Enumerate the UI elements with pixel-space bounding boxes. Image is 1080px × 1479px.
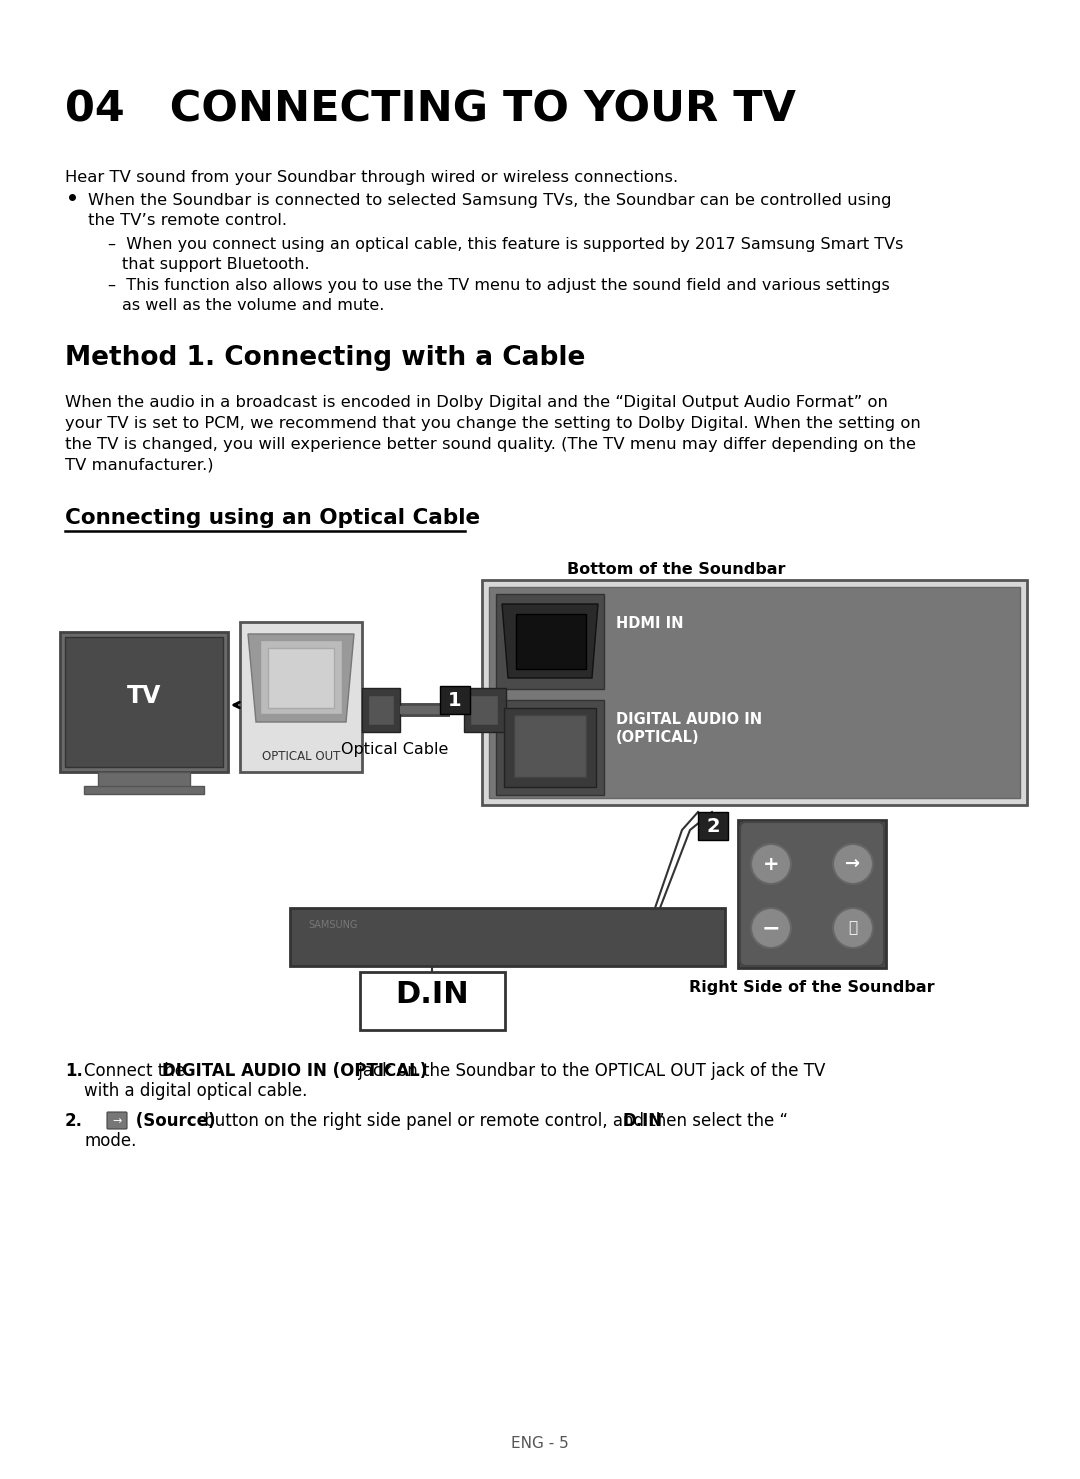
Circle shape bbox=[751, 845, 791, 884]
Text: HDMI IN: HDMI IN bbox=[616, 615, 684, 632]
Polygon shape bbox=[248, 634, 354, 722]
Polygon shape bbox=[502, 603, 598, 677]
Bar bbox=[464, 688, 507, 732]
Text: ”: ” bbox=[656, 1112, 664, 1130]
Bar bbox=[440, 686, 470, 714]
Bar bbox=[362, 688, 400, 732]
FancyBboxPatch shape bbox=[740, 822, 885, 966]
Text: D.IN: D.IN bbox=[623, 1112, 663, 1130]
FancyBboxPatch shape bbox=[107, 1112, 127, 1128]
Text: Bottom of the Soundbar: Bottom of the Soundbar bbox=[567, 562, 785, 577]
Text: →: → bbox=[112, 1117, 122, 1126]
Text: 04   CONNECTING TO YOUR TV: 04 CONNECTING TO YOUR TV bbox=[65, 87, 796, 130]
Bar bbox=[268, 648, 334, 708]
Bar bbox=[360, 972, 505, 1029]
Text: DIGITAL AUDIO IN: DIGITAL AUDIO IN bbox=[616, 711, 762, 728]
Bar bbox=[514, 714, 586, 776]
Circle shape bbox=[751, 908, 791, 948]
Text: –  This function also allows you to use the TV menu to adjust the sound field an: – This function also allows you to use t… bbox=[108, 278, 890, 293]
Bar bbox=[368, 695, 394, 725]
Text: TV: TV bbox=[126, 683, 161, 708]
Text: −: − bbox=[761, 918, 781, 938]
Text: 1: 1 bbox=[448, 691, 462, 710]
Bar bbox=[496, 700, 604, 796]
Text: Hear TV sound from your Soundbar through wired or wireless connections.: Hear TV sound from your Soundbar through… bbox=[65, 170, 678, 185]
Text: (OPTICAL): (OPTICAL) bbox=[616, 731, 700, 745]
Bar bbox=[489, 587, 1020, 799]
Text: Optical Cable: Optical Cable bbox=[341, 742, 448, 757]
Text: 2: 2 bbox=[706, 816, 719, 836]
Circle shape bbox=[833, 908, 873, 948]
Circle shape bbox=[833, 845, 873, 884]
Bar bbox=[60, 632, 228, 772]
Text: mode.: mode. bbox=[84, 1131, 136, 1151]
Text: 2.: 2. bbox=[65, 1112, 83, 1130]
Text: ENG - 5: ENG - 5 bbox=[511, 1436, 569, 1451]
Text: DIGITAL AUDIO IN (OPTICAL): DIGITAL AUDIO IN (OPTICAL) bbox=[162, 1062, 428, 1080]
Bar bbox=[738, 819, 886, 967]
Bar bbox=[260, 640, 342, 714]
Text: 1.: 1. bbox=[65, 1062, 83, 1080]
Text: Method 1. Connecting with a Cable: Method 1. Connecting with a Cable bbox=[65, 345, 585, 371]
Bar bbox=[698, 812, 728, 840]
Bar bbox=[516, 614, 586, 669]
Text: SAMSUNG: SAMSUNG bbox=[308, 920, 357, 930]
Bar bbox=[482, 580, 1027, 805]
Text: the TV’s remote control.: the TV’s remote control. bbox=[87, 213, 287, 228]
Text: When the audio in a broadcast is encoded in Dolby Digital and the “Digital Outpu: When the audio in a broadcast is encoded… bbox=[65, 395, 888, 410]
Bar bbox=[84, 785, 204, 794]
Bar bbox=[240, 623, 362, 772]
Text: TV manufacturer.): TV manufacturer.) bbox=[65, 458, 214, 473]
Text: When the Soundbar is connected to selected Samsung TVs, the Soundbar can be cont: When the Soundbar is connected to select… bbox=[87, 192, 891, 209]
Text: –  When you connect using an optical cable, this feature is supported by 2017 Sa: – When you connect using an optical cabl… bbox=[108, 237, 903, 251]
Text: D.IN: D.IN bbox=[395, 981, 469, 1009]
Text: +: + bbox=[762, 855, 780, 874]
Bar bbox=[496, 595, 604, 689]
Text: ⏻: ⏻ bbox=[849, 920, 858, 936]
Text: the TV is changed, you will experience better sound quality. (The TV menu may di: the TV is changed, you will experience b… bbox=[65, 436, 916, 453]
Text: as well as the volume and mute.: as well as the volume and mute. bbox=[122, 297, 384, 314]
Bar bbox=[98, 772, 190, 788]
Bar bbox=[470, 695, 498, 725]
Text: Connect the: Connect the bbox=[84, 1062, 190, 1080]
Text: button on the right side panel or remote control, and then select the “: button on the right side panel or remote… bbox=[199, 1112, 788, 1130]
Text: OPTICAL OUT: OPTICAL OUT bbox=[261, 750, 340, 763]
Bar bbox=[504, 708, 596, 787]
Text: your TV is set to PCM, we recommend that you change the setting to Dolby Digital: your TV is set to PCM, we recommend that… bbox=[65, 416, 921, 430]
Bar bbox=[65, 637, 222, 768]
Text: jack on the Soundbar to the OPTICAL OUT jack of the TV: jack on the Soundbar to the OPTICAL OUT … bbox=[353, 1062, 825, 1080]
Text: Connecting using an Optical Cable: Connecting using an Optical Cable bbox=[65, 507, 481, 528]
Text: Right Side of the Soundbar: Right Side of the Soundbar bbox=[689, 981, 935, 995]
Text: →: → bbox=[846, 855, 861, 873]
Text: that support Bluetooth.: that support Bluetooth. bbox=[122, 257, 310, 272]
Text: with a digital optical cable.: with a digital optical cable. bbox=[84, 1083, 308, 1100]
Bar bbox=[291, 908, 725, 966]
Text: (Source): (Source) bbox=[130, 1112, 216, 1130]
